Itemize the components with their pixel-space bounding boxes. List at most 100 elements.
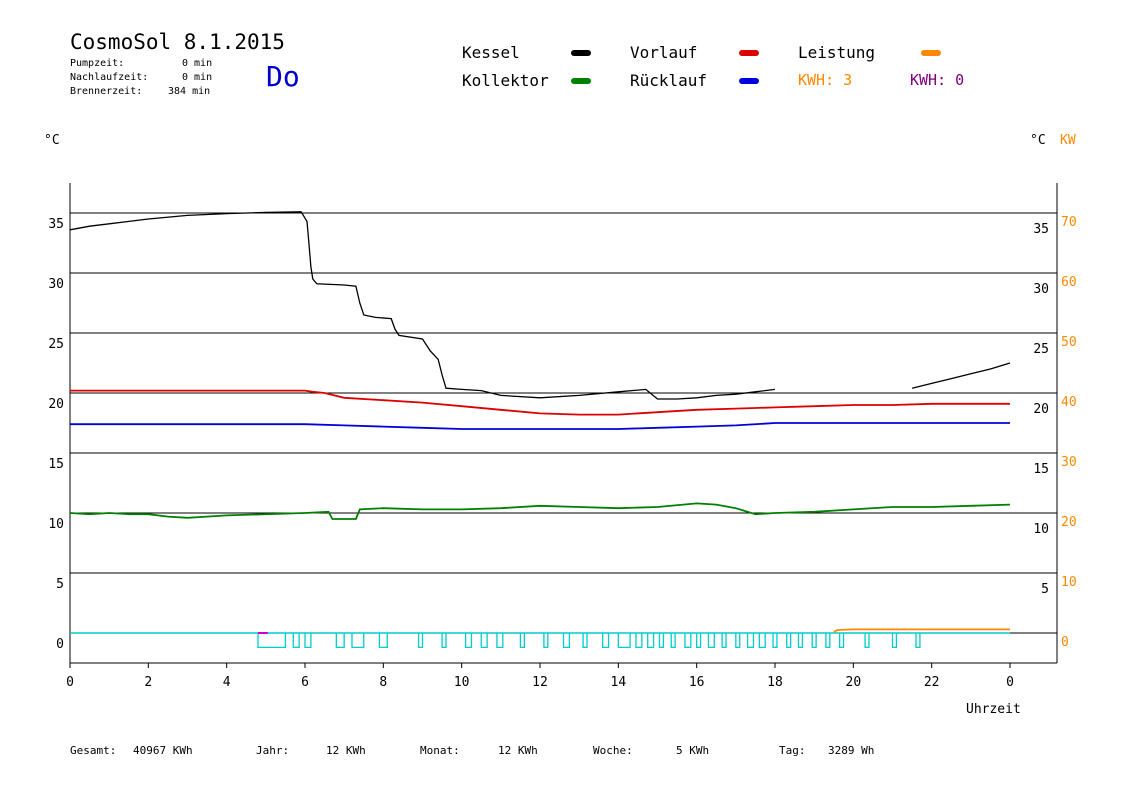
legend-ruecklauf-swatch (739, 78, 759, 84)
pump-pulse-7 (441, 633, 447, 649)
pump-pulse-9 (480, 633, 488, 649)
y-tick-left-30: 30 (48, 277, 64, 292)
pump-pulse-11 (519, 633, 525, 649)
y-tick-left-20: 20 (48, 397, 64, 412)
legend-vorlauf-label: Vorlauf (630, 43, 698, 62)
pump-pulse-15 (602, 633, 610, 649)
overrun-time-value: 0 min (182, 72, 213, 83)
pump-pulse-28 (772, 633, 778, 649)
footer-total-label: Gesamt: (70, 744, 117, 757)
series-kollektor-line-0 (69, 502, 1011, 520)
kwh-solar-label: KWH: 3 (798, 71, 853, 89)
pump-pulse-27 (758, 633, 766, 649)
series-rcklauf-line-0 (70, 422, 1010, 430)
pump-pulse-8 (464, 633, 473, 649)
pump-pulse-20 (670, 633, 676, 649)
series-vorlauf-line-0 (70, 389, 1010, 416)
y-tick-right-kw-20: 20 (1061, 515, 1077, 530)
pump-pulse-1 (292, 633, 300, 649)
x-tick-label-4: 8 (379, 675, 387, 690)
legend-leistung-swatch (921, 50, 941, 56)
y-tick-right-c-15: 15 (1033, 462, 1049, 477)
series-leistung-line-0 (833, 628, 1010, 633)
y-tick-left-0: 0 (56, 637, 64, 652)
overrun-time-label: Nachlaufzeit: (70, 72, 149, 83)
legend-kessel-swatch (571, 50, 591, 56)
y-tick-right-c-25: 25 (1033, 342, 1049, 357)
pump-pulse-24 (721, 633, 727, 649)
y-tick-left-10: 10 (48, 517, 64, 532)
x-tick-label-10: 20 (846, 675, 862, 690)
x-tick-label-3: 6 (301, 675, 309, 690)
left-axis-unit: °C (44, 133, 60, 148)
footer-year-value: 12 KWh (326, 744, 366, 757)
pump-pulse-0 (257, 633, 287, 649)
pump-pulse-25 (735, 633, 741, 649)
x-axis-label: Uhrzeit (966, 702, 1021, 717)
pump-pulse-18 (647, 633, 655, 649)
pump-pulse-14 (582, 633, 588, 649)
pump-pulse-19 (658, 633, 665, 649)
y-tick-right-c-10: 10 (1033, 522, 1049, 537)
pump-pulse-33 (838, 633, 845, 649)
pump-pulse-29 (786, 633, 792, 649)
page-title: CosmoSol 8.1.2015 (70, 30, 285, 54)
x-tick-label-12: 0 (1006, 675, 1014, 690)
burner-time-label: Brennerzeit: (70, 86, 143, 97)
x-tick-label-2: 4 (223, 675, 231, 690)
y-tick-left-5: 5 (56, 577, 64, 592)
y-tick-right-c-35: 35 (1033, 222, 1049, 237)
y-tick-right-c-30: 30 (1033, 282, 1049, 297)
pump-time-value: 0 min (182, 58, 213, 69)
y-tick-left-35: 35 (48, 217, 64, 232)
y-tick-right-kw-0: 0 (1061, 635, 1069, 650)
x-tick-label-9: 18 (767, 675, 783, 690)
pump-pulse-22 (696, 633, 702, 649)
pump-pulse-16 (617, 633, 631, 649)
pump-pulse-21 (684, 633, 692, 649)
pump-pulse-26 (746, 633, 755, 649)
right-axis-unit-celsius: °C (1030, 133, 1046, 148)
series-kessel-line-0 (69, 211, 776, 400)
pump-pulse-23 (707, 633, 715, 649)
x-tick-label-6: 12 (532, 675, 548, 690)
y-tick-right-kw-30: 30 (1061, 455, 1077, 470)
burner-time-value: 384 min (168, 86, 211, 97)
pump-pulse-3 (335, 633, 345, 649)
pump-time-label: Pumpzeit: (70, 58, 125, 69)
y-tick-right-kw-50: 50 (1061, 335, 1077, 350)
x-tick-label-8: 16 (689, 675, 705, 690)
y-tick-right-c-20: 20 (1033, 402, 1049, 417)
pump-pulse-5 (378, 633, 388, 649)
legend-kessel-label: Kessel (462, 43, 520, 62)
legend-kollektor-swatch (571, 78, 591, 84)
pump-pulse-4 (351, 633, 365, 649)
kwh-secondary-label: KWH: 0 (910, 71, 965, 89)
series-kessel-line-1 (911, 362, 1011, 389)
legend-leistung-label: Leistung (798, 43, 876, 62)
y-tick-right-kw-10: 10 (1061, 575, 1077, 590)
y-tick-left-25: 25 (48, 337, 64, 352)
x-tick-label-7: 14 (611, 675, 627, 690)
y-tick-right-c-5: 5 (1041, 582, 1049, 597)
footer-year-label: Jahr: (256, 744, 290, 757)
footer-day-value: 3289 Wh (828, 744, 875, 757)
footer-week-value: 5 KWh (676, 744, 710, 757)
pump-pulse-34 (864, 633, 870, 649)
weekday-label: Do (266, 60, 300, 93)
pump-pulse-6 (417, 633, 424, 649)
pump-pulse-32 (825, 633, 831, 649)
pump-pulse-10 (496, 633, 504, 649)
footer-total-value: 40967 KWh (133, 744, 193, 757)
x-tick-label-1: 2 (144, 675, 152, 690)
y-tick-right-kw-40: 40 (1061, 395, 1077, 410)
footer-month-label: Monat: (420, 744, 460, 757)
pump-pulse-30 (797, 633, 804, 649)
y-tick-right-kw-60: 60 (1061, 275, 1077, 290)
x-tick-label-11: 22 (924, 675, 940, 690)
legend-vorlauf-swatch (739, 50, 759, 56)
pump-pulse-12 (543, 633, 549, 649)
pump-pulse-31 (811, 633, 817, 649)
y-tick-left-15: 15 (48, 457, 64, 472)
pump-pulse-2 (304, 633, 312, 649)
